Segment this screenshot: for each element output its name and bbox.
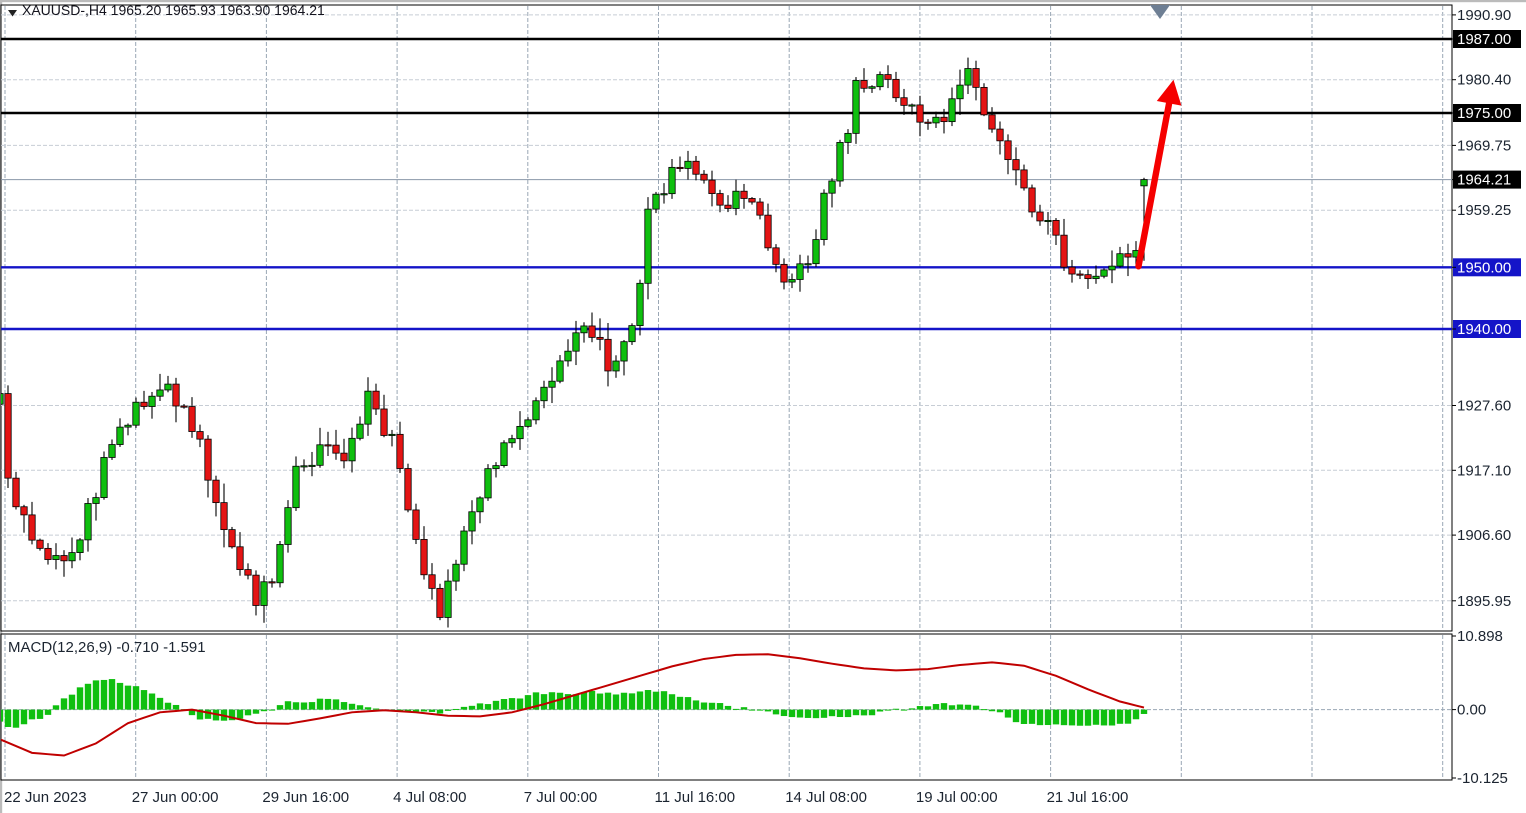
svg-text:1959.25: 1959.25 xyxy=(1457,202,1511,219)
svg-text:MACD(12,26,9) -0.710 -1.591: MACD(12,26,9) -0.710 -1.591 xyxy=(8,639,206,656)
svg-text:1964.21: 1964.21 xyxy=(1457,172,1511,189)
svg-text:1969.75: 1969.75 xyxy=(1457,137,1511,154)
svg-text:29 Jun 16:00: 29 Jun 16:00 xyxy=(262,789,349,806)
svg-text:4 Jul 08:00: 4 Jul 08:00 xyxy=(393,789,466,806)
svg-text:10.898: 10.898 xyxy=(1457,628,1503,645)
svg-text:1917.10: 1917.10 xyxy=(1457,462,1511,479)
svg-text:22 Jun 2023: 22 Jun 2023 xyxy=(4,789,87,806)
svg-text:1927.60: 1927.60 xyxy=(1457,398,1511,415)
svg-text:7 Jul 00:00: 7 Jul 00:00 xyxy=(524,789,597,806)
svg-text:1990.90: 1990.90 xyxy=(1457,7,1511,24)
svg-text:1940.00: 1940.00 xyxy=(1457,321,1511,338)
svg-text:14 Jul 08:00: 14 Jul 08:00 xyxy=(785,789,867,806)
svg-text:1987.00: 1987.00 xyxy=(1457,31,1511,48)
svg-text:1980.40: 1980.40 xyxy=(1457,72,1511,89)
svg-text:1906.60: 1906.60 xyxy=(1457,527,1511,544)
svg-text:1950.00: 1950.00 xyxy=(1457,259,1511,276)
svg-text:1895.95: 1895.95 xyxy=(1457,593,1511,610)
svg-text:0.00: 0.00 xyxy=(1457,702,1486,719)
svg-text:21 Jul 16:00: 21 Jul 16:00 xyxy=(1047,789,1129,806)
svg-text:11 Jul 16:00: 11 Jul 16:00 xyxy=(655,789,736,806)
svg-text:-10.125: -10.125 xyxy=(1457,770,1508,787)
svg-text:XAUUSD-,H4 1965.20 1965.93 196: XAUUSD-,H4 1965.20 1965.93 1963.90 1964.… xyxy=(22,2,325,18)
svg-text:27 Jun 00:00: 27 Jun 00:00 xyxy=(132,789,219,806)
svg-text:1975.00: 1975.00 xyxy=(1457,105,1511,122)
svg-text:19 Jul 00:00: 19 Jul 00:00 xyxy=(916,789,998,806)
